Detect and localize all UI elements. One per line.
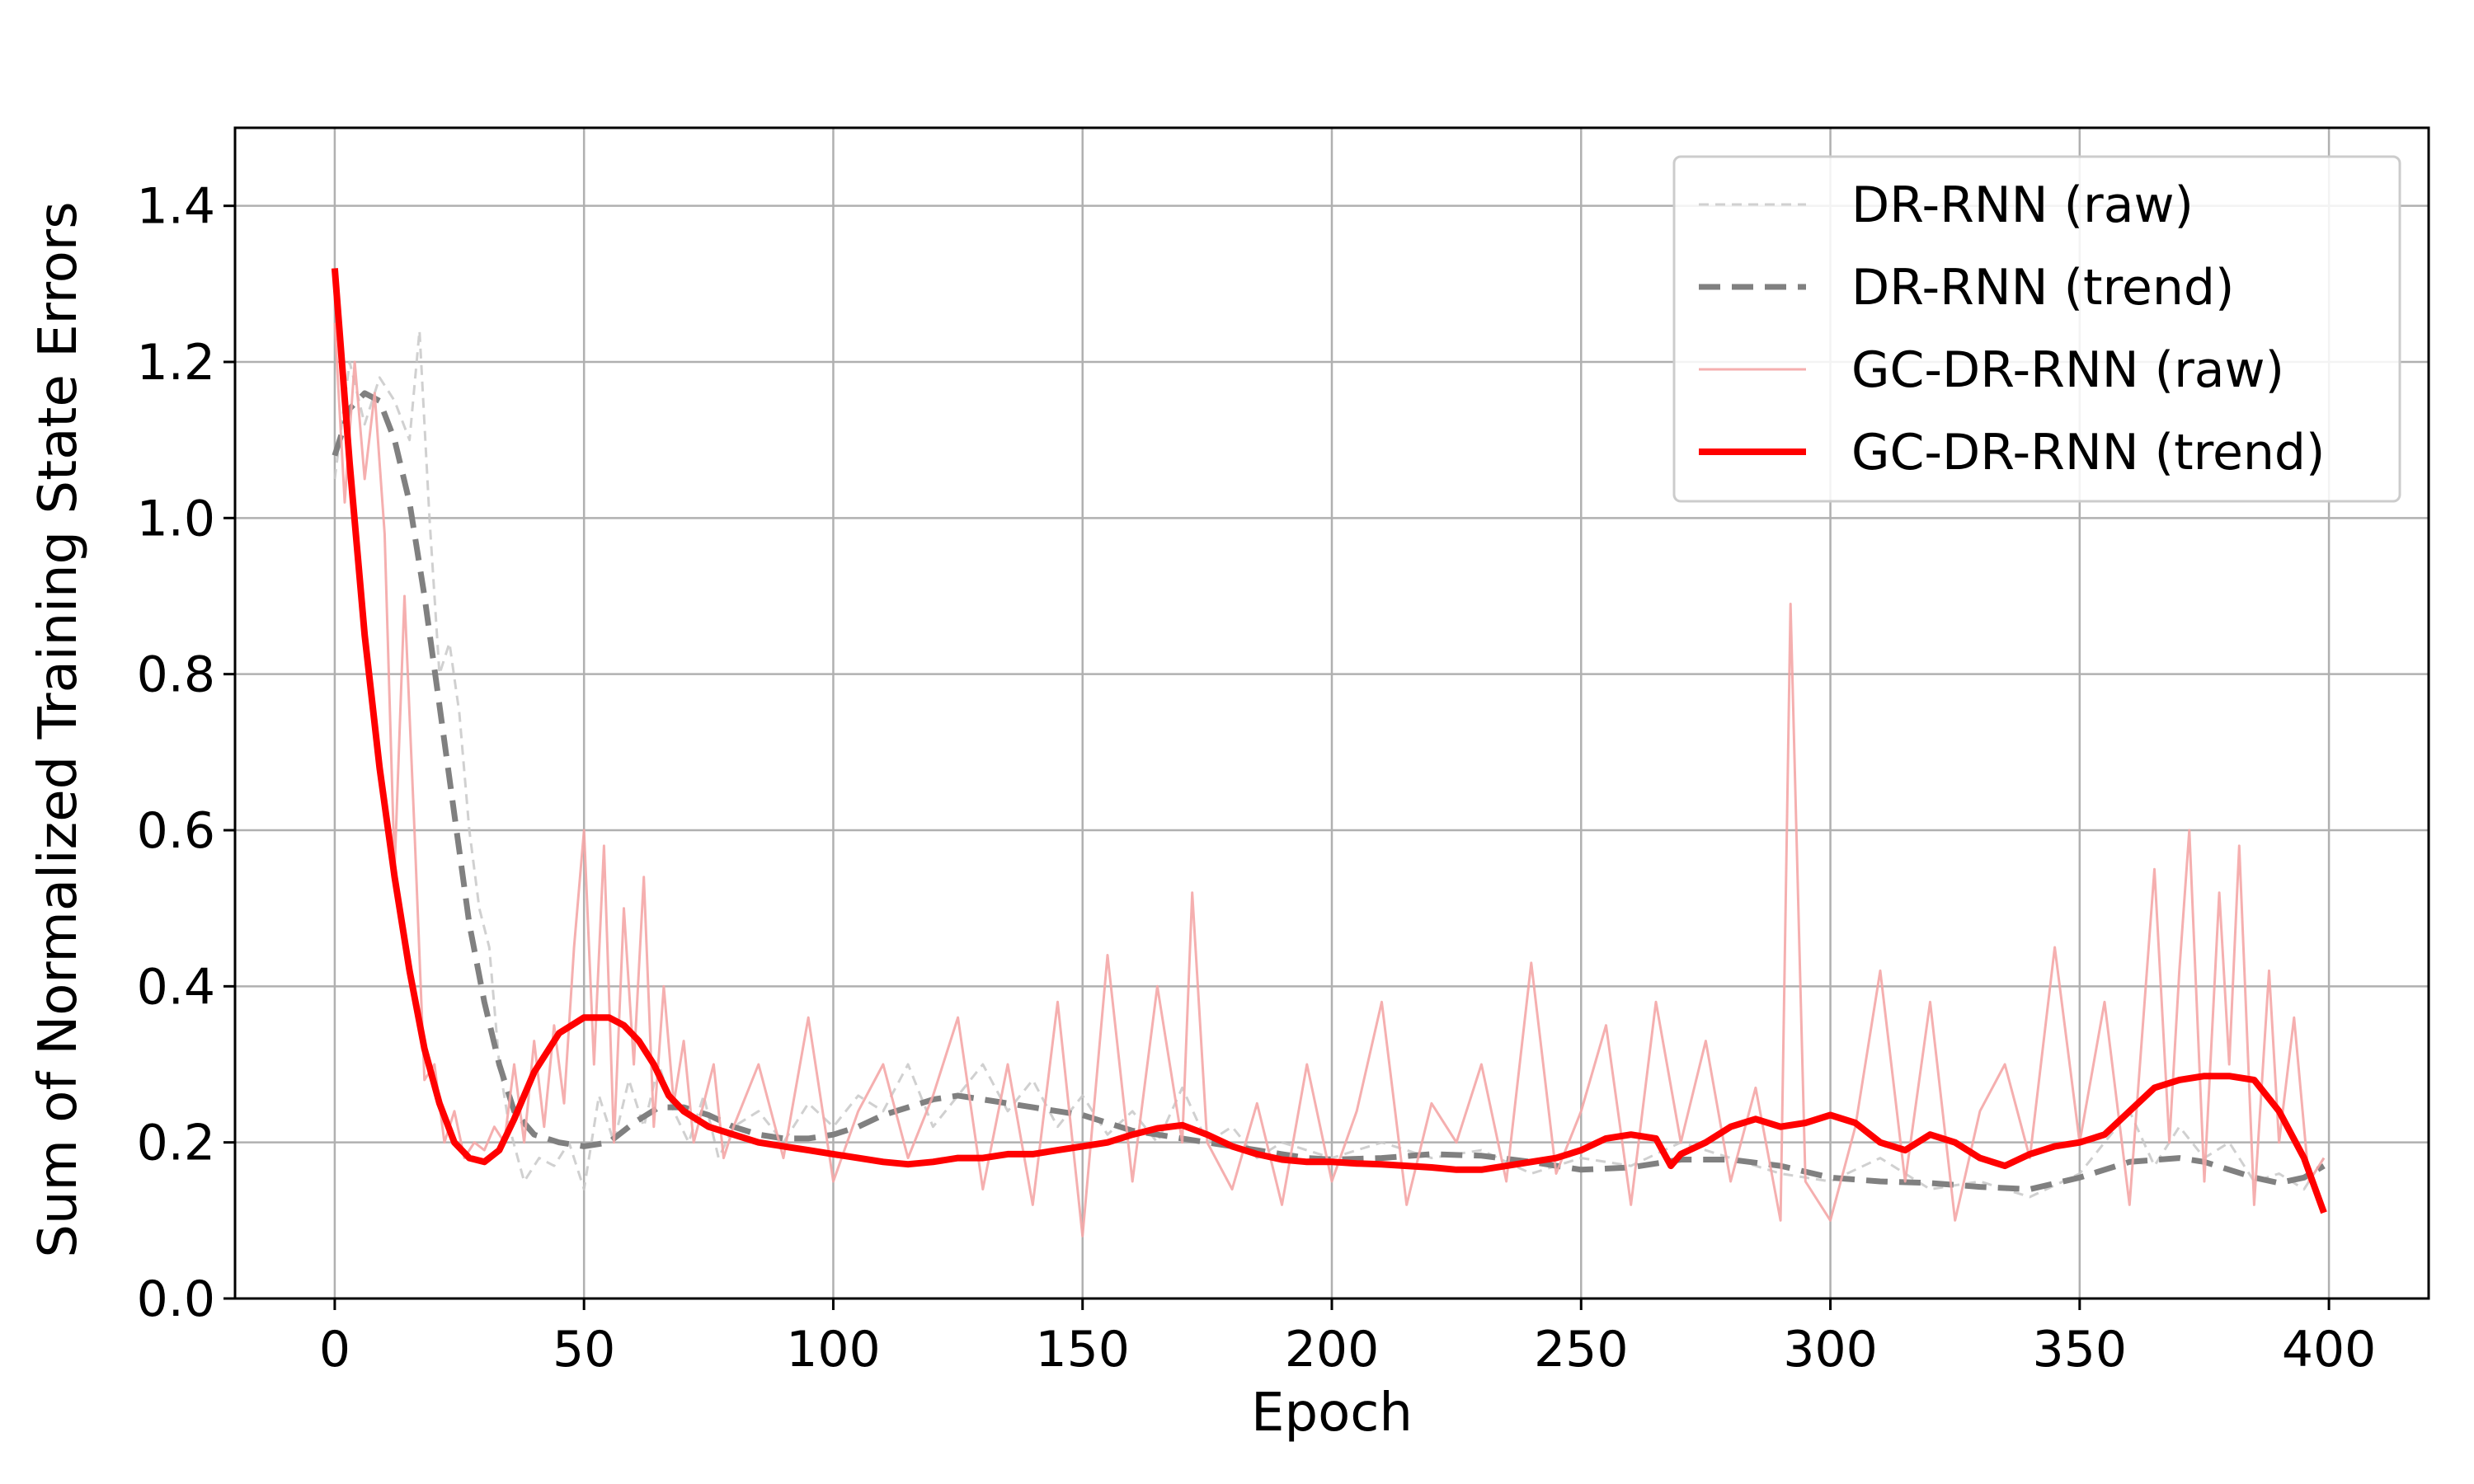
legend: DR-RNN (raw) DR-RNN (trend) GC-DR-RNN (raw… xyxy=(1672,155,2401,503)
series-line-1 xyxy=(332,390,2326,1192)
legend-box xyxy=(1672,155,2401,503)
x-axis: 0 50 100 150 200 250 300 350 400 xyxy=(319,1298,2377,1378)
legend-label: GC-DR-RNN (trend) xyxy=(1851,424,2325,481)
series-line-3 xyxy=(331,268,2327,1214)
x-tick-label: 300 xyxy=(1783,1321,1878,1378)
legend-label: DR-RNN (trend) xyxy=(1851,259,2234,317)
series-layer xyxy=(331,268,2327,1237)
y-axis: 0.0 0.2 0.4 0.6 0.8 1.0 1.2 1.4 xyxy=(137,178,235,1328)
x-tick-label: 200 xyxy=(1285,1321,1380,1378)
series-line-2 xyxy=(333,322,2326,1237)
x-tick-label: 400 xyxy=(2282,1321,2377,1378)
y-tick-label: 0.6 xyxy=(137,802,215,860)
y-tick-label: 0.8 xyxy=(137,646,215,704)
x-tick-label: 150 xyxy=(1035,1321,1130,1378)
x-tick-label: 250 xyxy=(1534,1321,1629,1378)
y-axis-label: Sum of Normalized Training State Errors xyxy=(28,201,89,1257)
x-tick-label: 0 xyxy=(319,1321,350,1378)
y-tick-label: 1.0 xyxy=(137,490,215,547)
y-tick-label: 0.2 xyxy=(137,1115,215,1172)
legend-label: GC-DR-RNN (raw) xyxy=(1851,341,2284,399)
y-tick-label: 0.4 xyxy=(137,958,215,1016)
x-tick-label: 350 xyxy=(2033,1321,2128,1378)
legend-label: DR-RNN (raw) xyxy=(1851,176,2194,234)
y-tick-label: 1.2 xyxy=(137,334,215,392)
y-tick-label: 1.4 xyxy=(137,178,215,236)
x-tick-label: 100 xyxy=(786,1321,881,1378)
series-line-0 xyxy=(333,329,2326,1199)
x-axis-label: Epoch xyxy=(1251,1383,1413,1444)
x-tick-label: 50 xyxy=(553,1321,615,1378)
y-tick-label: 0.0 xyxy=(137,1270,215,1328)
